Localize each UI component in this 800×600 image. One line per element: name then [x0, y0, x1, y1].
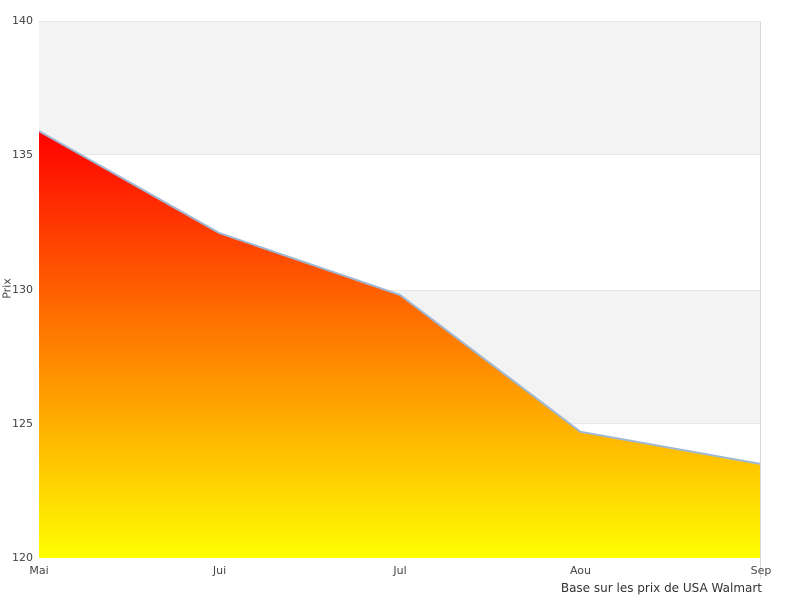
month-label: Jul — [393, 564, 407, 577]
price-tick-label: 130 — [12, 282, 33, 296]
source-caption: Base sur les prix de USA Walmart — [560, 581, 762, 595]
month-label: Mai — [29, 564, 49, 577]
month-label: Aou — [569, 564, 592, 577]
plot-area — [39, 21, 761, 558]
price-tick-label: 135 — [12, 148, 33, 162]
price-tick-label: 125 — [12, 416, 33, 430]
area-fill — [39, 131, 761, 558]
price-line — [39, 130, 761, 465]
price-tick-label: 120 — [12, 551, 33, 564]
grid-band — [39, 21, 761, 156]
price-tick-label: 140 — [12, 14, 33, 27]
price-area-series — [39, 130, 761, 558]
plot-right-border — [760, 21, 761, 579]
month-label: Jui — [212, 564, 227, 577]
month-label: Sep — [750, 564, 772, 577]
